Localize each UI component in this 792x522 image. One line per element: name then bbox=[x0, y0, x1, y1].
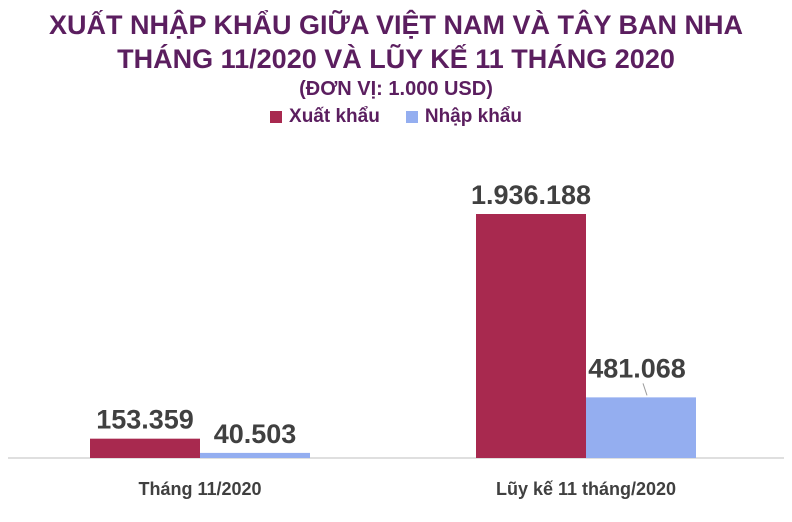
unit-note: (ĐƠN VỊ: 1.000 USD) bbox=[299, 78, 493, 100]
data-label-import-1: 481.068 bbox=[588, 353, 686, 383]
legend-label-export: Xuất khẩu bbox=[289, 106, 380, 127]
leader-line-import-1 bbox=[642, 383, 648, 396]
data-label-export-0: 153.359 bbox=[96, 405, 194, 435]
legend-item-export: Xuất khẩu bbox=[270, 106, 380, 128]
data-label-export-1: 1.936.188 bbox=[471, 180, 591, 210]
legend-swatch-export bbox=[270, 111, 283, 123]
chart-title: XUẤT NHẬP KHẨU GIỮA VIỆT NAM VÀ TÂY BAN … bbox=[49, 10, 743, 40]
legend-swatch-import bbox=[405, 111, 418, 123]
bar-export-1 bbox=[476, 214, 586, 458]
bar-import-0 bbox=[200, 452, 310, 458]
data-label-import-0: 40.503 bbox=[214, 419, 297, 449]
bar-export-0 bbox=[90, 438, 200, 458]
category-label-0: Tháng 11/2020 bbox=[138, 479, 261, 499]
legend: Xuất khẩu Nhập khẩu bbox=[0, 106, 792, 128]
bar-import-1 bbox=[586, 397, 696, 458]
legend-item-import: Nhập khẩu bbox=[405, 106, 522, 128]
legend-label-import: Nhập khẩu bbox=[424, 106, 522, 127]
category-label-1: Lũy kế 11 tháng/2020 bbox=[496, 479, 676, 499]
chart-subtitle: THÁNG 11/2020 VÀ LŨY KẾ 11 THÁNG 2020 bbox=[117, 44, 675, 74]
